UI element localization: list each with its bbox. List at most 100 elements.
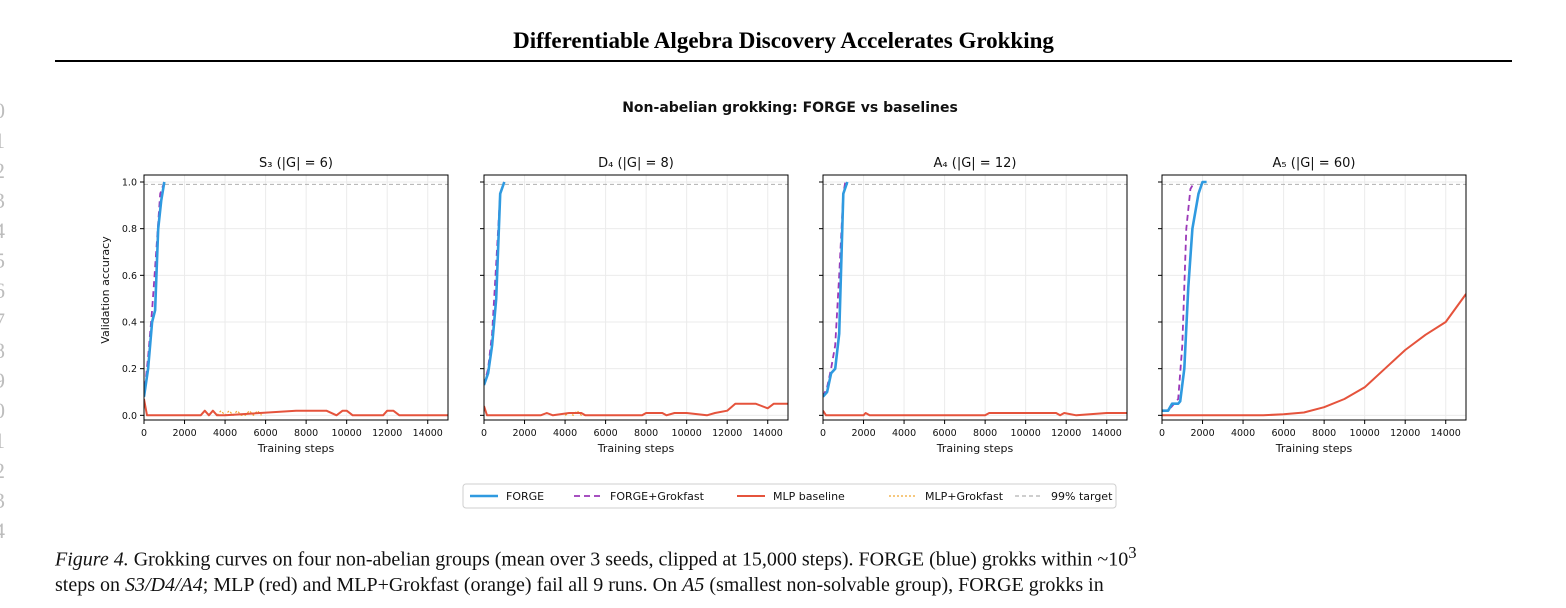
series-line-forge: [484, 181, 506, 386]
y-tick-label: 1.0: [122, 178, 137, 189]
x-axis-label: Training steps: [936, 442, 1014, 455]
subplot-title: A₅ (|G| = 60): [1273, 156, 1356, 171]
caption-math-a5: A5: [682, 573, 705, 596]
x-tick-label: 4000: [553, 428, 577, 439]
subplot-3: 0 2000 4000 6000 8000 10000 12000 14000 A₄ (|G| …: [819, 156, 1128, 455]
legend-box: [462, 483, 1117, 509]
line-number: 8: [0, 336, 14, 366]
axes-frame: [143, 174, 449, 421]
caption-text-1: Grokking curves on four non-abelian grou…: [128, 548, 1129, 571]
subplot-title: D₄ (|G| = 8): [598, 156, 674, 171]
series-line-mlp-grokfast: [216, 410, 262, 416]
line-number: 7: [0, 306, 14, 336]
y-tick-label: 0.6: [122, 271, 137, 282]
caption-text-2c: (smallest non-solvable group), FORGE gro…: [704, 573, 1104, 596]
line-number: 0: [0, 96, 14, 126]
subplot-4: 0 2000 4000 6000 8000 10000 12000 14000 A₅ (|G| …: [1158, 156, 1467, 455]
x-tick-label: 0: [481, 428, 487, 439]
legend-label: 99% target: [1051, 490, 1113, 503]
x-tick-label: 10000: [332, 428, 362, 439]
series-line-forge-grokfast: [1162, 181, 1196, 412]
line-number: 2: [0, 456, 14, 486]
x-tick-label: 8000: [634, 428, 658, 439]
series-line-mlp-baseline: [144, 398, 448, 417]
subplot-2: 0 2000 4000 6000 8000 10000 12000 14000 D₄ (|G| …: [480, 156, 789, 455]
y-tick-label: 0.2: [122, 364, 137, 375]
legend: FORGE FORGE+Grokfast MLP baseline MLP+Grokf…: [462, 483, 1117, 509]
subplot-title: A₄ (|G| = 12): [934, 156, 1017, 171]
x-tick-label: 14000: [1092, 428, 1122, 439]
subplot-panels: 0 2000 4000 6000 8000 10000 12000 14000 0.0 0.2 0.…: [122, 156, 1467, 455]
line-number: 4: [0, 516, 14, 546]
x-tick-label: 2000: [172, 428, 196, 439]
x-tick-label: 4000: [1231, 428, 1255, 439]
line-number: 2: [0, 156, 14, 186]
y-tick-label: 0.8: [122, 224, 137, 235]
x-tick-label: 6000: [254, 428, 278, 439]
series-line-forge-grokfast: [144, 181, 166, 397]
x-axis-label: Training steps: [1275, 442, 1353, 455]
line-number: 6: [0, 276, 14, 306]
x-axis-label: Training steps: [257, 442, 335, 455]
legend-label: FORGE: [506, 490, 544, 503]
line-number: 1: [0, 426, 14, 456]
x-tick-label: 0: [820, 428, 826, 439]
line-number: 0: [0, 396, 14, 426]
line-number: 5: [0, 246, 14, 276]
x-tick-label: 14000: [1431, 428, 1461, 439]
caption-text-2a: steps on: [55, 573, 125, 596]
x-tick-label: 0: [1159, 428, 1165, 439]
header-rule: [55, 60, 1512, 62]
x-tick-label: 8000: [973, 428, 997, 439]
series-line-forge-grokfast: [484, 181, 506, 386]
axes-frame: [483, 174, 789, 421]
series-line-forge: [823, 181, 849, 398]
y-tick-label: 0.0: [122, 411, 137, 422]
x-tick-label: 10000: [1350, 428, 1380, 439]
x-tick-label: 10000: [672, 428, 702, 439]
y-axis-label: Validation accuracy: [99, 236, 112, 344]
axes-frame: [1161, 174, 1467, 421]
series-line-mlp-baseline: [1162, 293, 1466, 417]
x-tick-label: 12000: [1390, 428, 1420, 439]
figure-suptitle: Non-abelian grokking: FORGE vs baselines: [622, 100, 958, 116]
series-line-forge: [1162, 180, 1207, 413]
line-number: 4: [0, 216, 14, 246]
x-tick-label: 14000: [753, 428, 783, 439]
series-line-forge: [144, 181, 166, 397]
x-tick-label: 8000: [1312, 428, 1336, 439]
subplot-title: S₃ (|G| = 6): [259, 156, 333, 171]
line-number: 3: [0, 486, 14, 516]
x-tick-label: 14000: [413, 428, 443, 439]
legend-label: MLP baseline: [773, 490, 845, 503]
x-tick-label: 8000: [294, 428, 318, 439]
line-number: 9: [0, 366, 14, 396]
legend-label: FORGE+Grokfast: [610, 490, 705, 503]
line-numbers: 0 1 2 3 4 5 6 7 8 9 0 1 2 3 4: [0, 96, 14, 546]
axes-frame: [822, 174, 1128, 421]
x-tick-label: 4000: [892, 428, 916, 439]
x-tick-label: 12000: [372, 428, 402, 439]
y-tick-label: 0.4: [122, 318, 137, 329]
x-tick-label: 12000: [712, 428, 742, 439]
x-tick-label: 6000: [594, 428, 618, 439]
series-line-mlp-baseline: [484, 402, 788, 417]
x-tick-label: 0: [141, 428, 147, 439]
caption-label: Figure 4.: [55, 548, 129, 571]
x-tick-label: 2000: [512, 428, 536, 439]
caption-line-1: Figure 4. Grokking curves on four non-ab…: [55, 540, 1513, 573]
x-tick-label: 2000: [1190, 428, 1214, 439]
x-tick-label: 2000: [851, 428, 875, 439]
figure-caption: Figure 4. Grokking curves on four non-ab…: [55, 540, 1513, 598]
subplot-1: 0 2000 4000 6000 8000 10000 12000 14000 0.0 0.2 0.…: [122, 156, 449, 455]
x-tick-label: 6000: [933, 428, 957, 439]
x-tick-label: 10000: [1011, 428, 1041, 439]
caption-line-2: steps on S3/D4/A4; MLP (red) and MLP+Gro…: [55, 573, 1513, 598]
caption-text-2b: ; MLP (red) and MLP+Grokfast (orange) fa…: [202, 573, 683, 596]
paper-running-header: Differentiable Algebra Discovery Acceler…: [513, 28, 1054, 53]
x-tick-label: 6000: [1272, 428, 1296, 439]
x-tick-label: 12000: [1051, 428, 1081, 439]
legend-label: MLP+Grokfast: [925, 490, 1004, 503]
x-tick-label: 4000: [213, 428, 237, 439]
series-line-mlp-baseline: [823, 410, 1127, 417]
